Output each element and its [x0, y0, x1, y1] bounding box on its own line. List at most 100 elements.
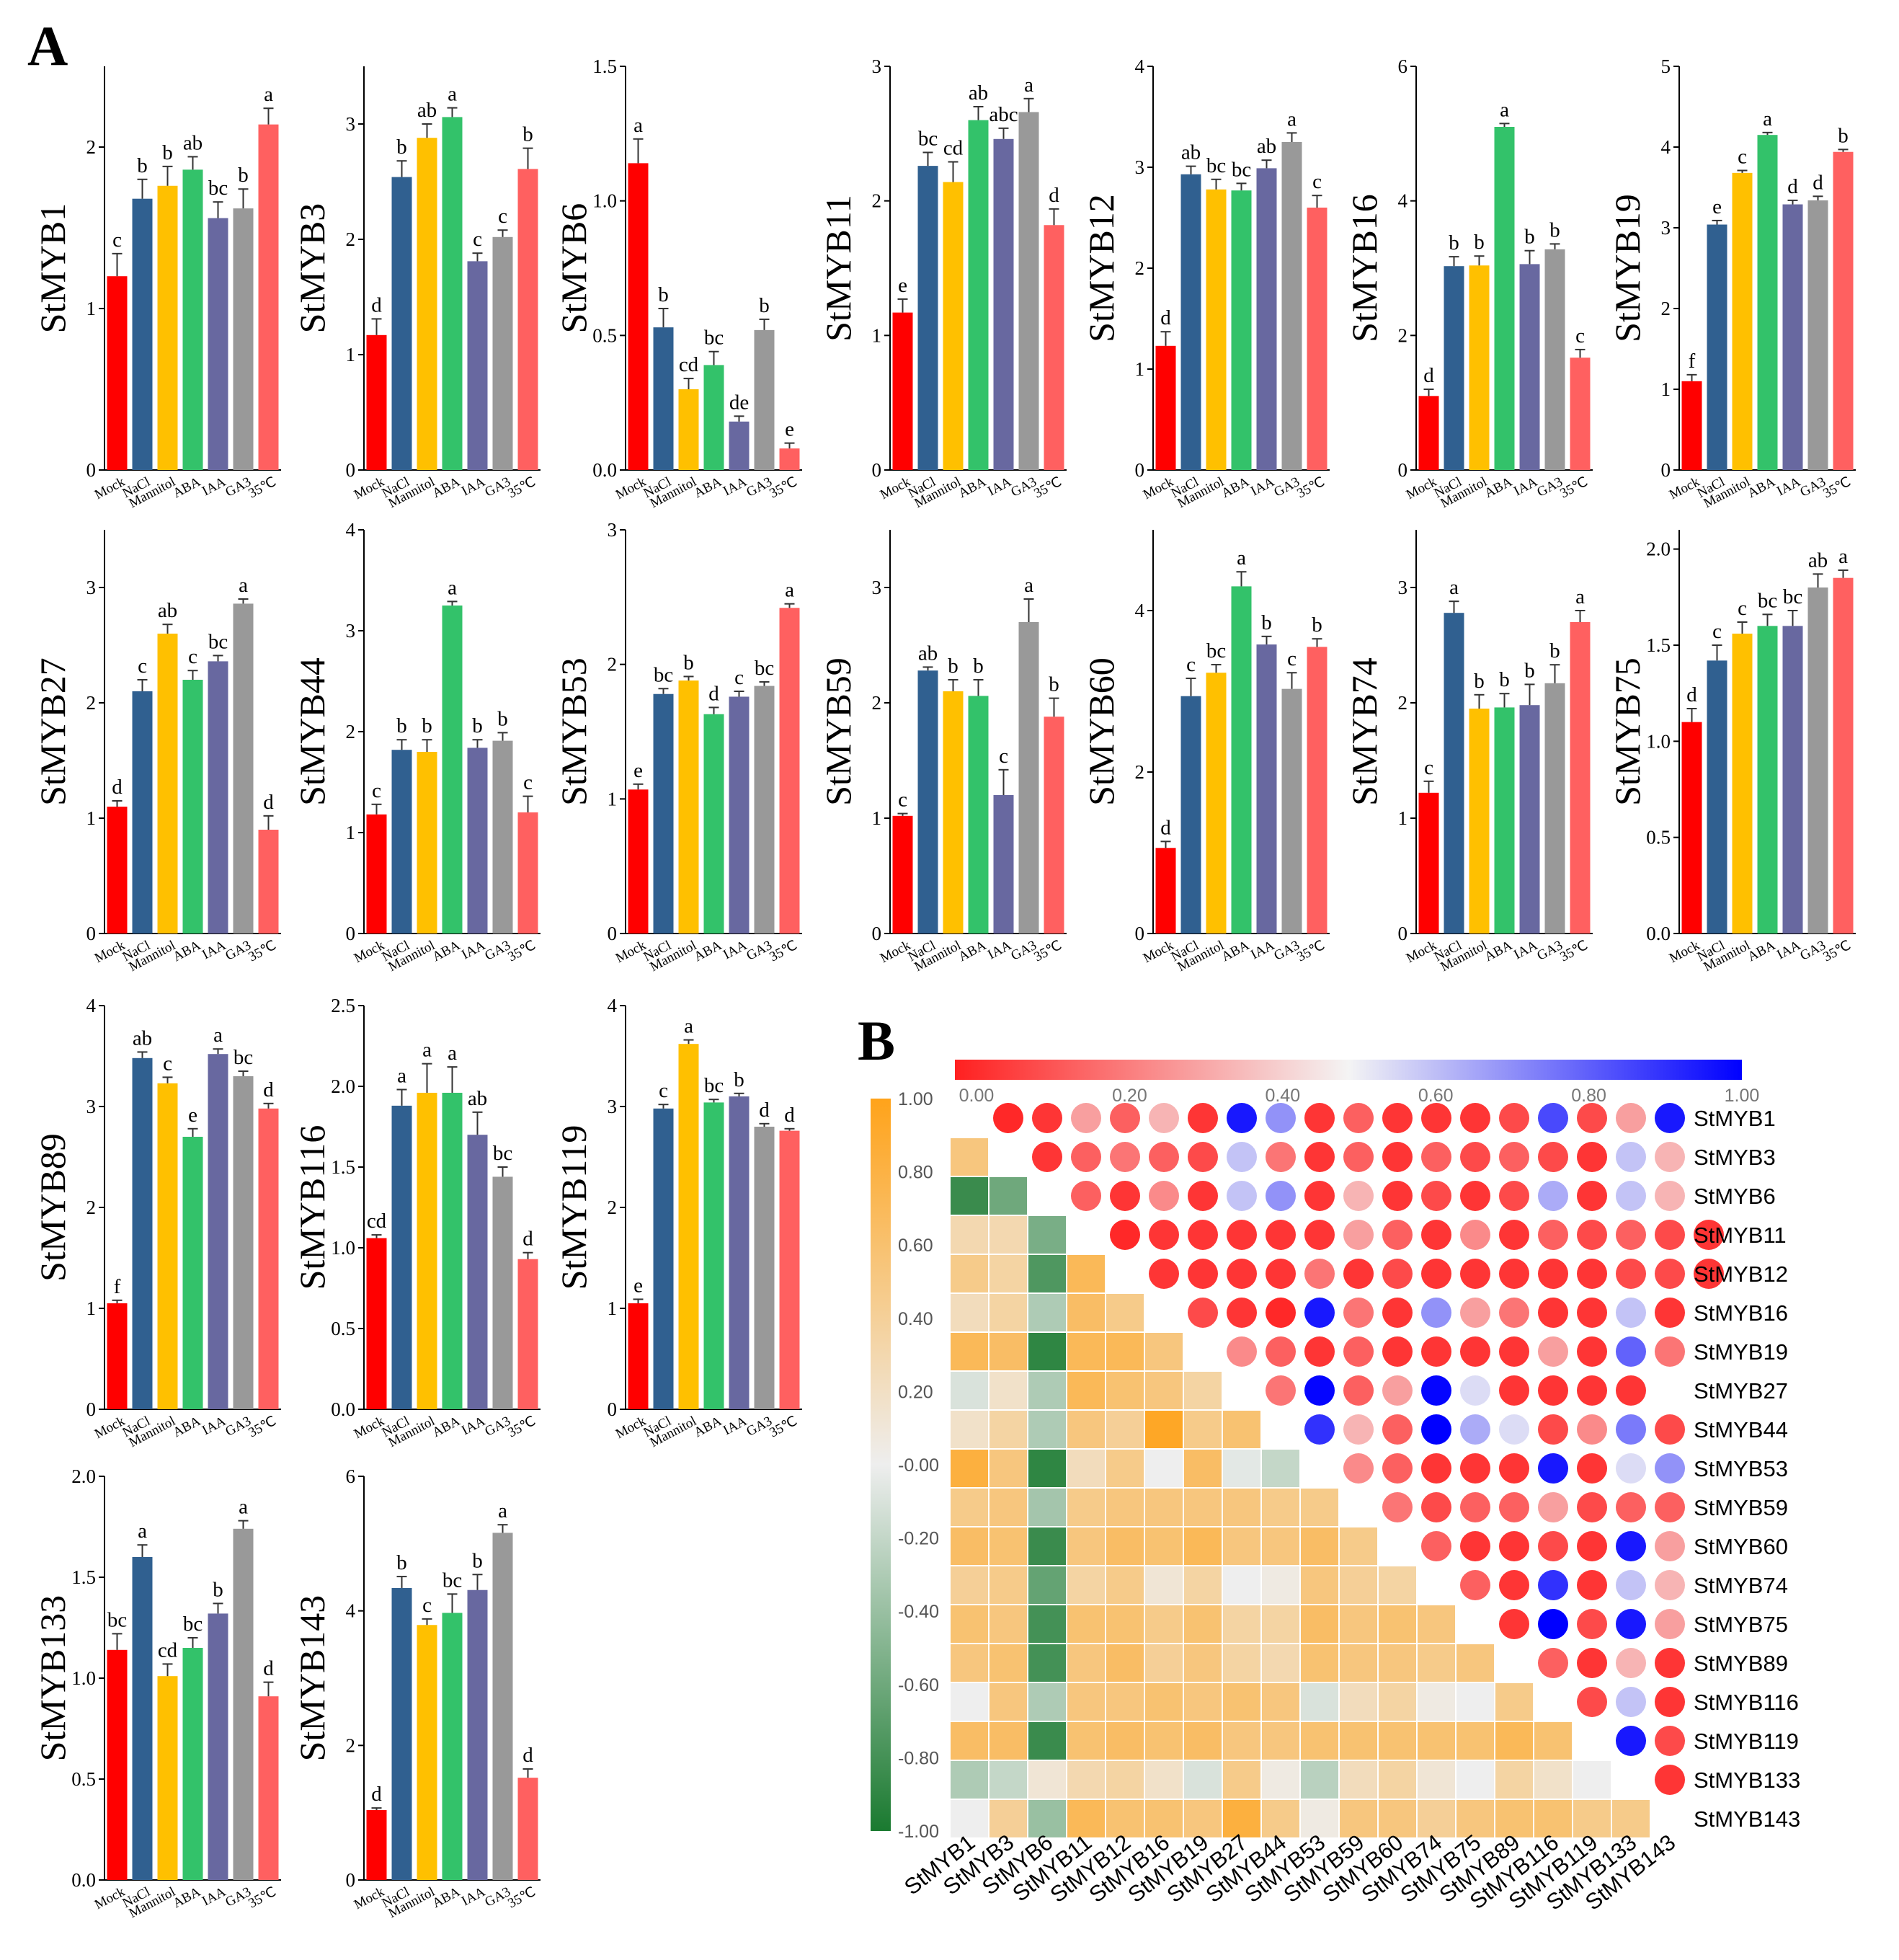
bar: [258, 1696, 279, 1880]
y-tick-label: 2: [608, 654, 618, 675]
heatmap-cell: [1183, 1721, 1223, 1761]
heatmap-cell: [1260, 1760, 1301, 1800]
correlation-circle: [1616, 1259, 1646, 1289]
bar: [653, 327, 674, 470]
y-tick-label: 1: [872, 807, 882, 829]
y-tick-label: 2: [346, 721, 356, 742]
bar: [182, 680, 203, 934]
bar: [628, 1303, 649, 1409]
heatmap-cell: [1533, 1760, 1573, 1800]
correlation-circle: [1616, 1336, 1646, 1367]
correlation-circle: [1655, 1259, 1685, 1289]
significance-letter: e: [633, 1274, 643, 1297]
correlation-circle: [1460, 1570, 1490, 1600]
heatmap-cell: [1027, 1565, 1067, 1605]
significance-letter: a: [1575, 585, 1585, 608]
bar-chart-stmyb89: 01234StMYB89fMockabNaClcMannitoleABAaIAA…: [32, 995, 281, 1450]
significance-letter: a: [1287, 107, 1297, 130]
y-axis-label: StMYB74: [1344, 657, 1384, 806]
y-tick-label: 0: [872, 459, 882, 481]
correlation-circle: [1304, 1336, 1335, 1367]
row-label: StMYB53: [1694, 1456, 1788, 1481]
y-tick-label: 3: [1398, 577, 1408, 598]
y-tick-label: 4: [86, 995, 97, 1016]
significance-letter: b: [683, 651, 694, 674]
row-label: StMYB19: [1694, 1339, 1788, 1365]
correlation-circle: [1227, 1103, 1257, 1133]
significance-letter: bc: [234, 1046, 253, 1069]
category-label: 35℃: [767, 938, 799, 965]
correlation-circle: [1227, 1220, 1257, 1250]
y-tick-label: 1: [86, 807, 97, 829]
bar: [366, 334, 387, 470]
heatmap-cell: [1144, 1565, 1184, 1605]
category-label: 35℃: [246, 474, 278, 501]
bar: [1782, 204, 1803, 470]
y-axis-label: StMYB11: [818, 195, 858, 342]
colorbar-tick-label: -0.20: [898, 1529, 939, 1549]
heatmap-cell: [1066, 1682, 1106, 1722]
significance-letter: a: [785, 579, 794, 602]
heatmap-cell: [988, 1215, 1028, 1255]
bar: [182, 1137, 203, 1409]
correlation-circle: [1304, 1142, 1335, 1172]
correlation-circle: [1499, 1142, 1529, 1172]
category-label: ABA: [1745, 938, 1779, 965]
bar: [1018, 112, 1039, 470]
correlation-circle: [1499, 1103, 1529, 1133]
category-label: ABA: [692, 938, 725, 965]
significance-letter: a: [213, 1024, 223, 1047]
significance-letter: ab: [133, 1026, 152, 1050]
bar: [1418, 396, 1439, 470]
y-tick-label: 4: [1135, 600, 1145, 621]
significance-letter: c: [523, 771, 533, 794]
y-axis-label: StMYB59: [818, 657, 858, 806]
y-tick-label: 1: [86, 1298, 97, 1319]
correlation-circle: [1188, 1220, 1218, 1250]
heatmap-cell: [1105, 1721, 1145, 1761]
bar: [1155, 345, 1176, 470]
significance-letter: abc: [989, 103, 1018, 126]
significance-letter: a: [1237, 546, 1246, 569]
heatmap-cell: [1299, 1682, 1340, 1722]
significance-letter: c: [1712, 620, 1722, 643]
heatmap-cell: [1222, 1448, 1262, 1489]
heatmap-cell: [1066, 1604, 1106, 1644]
significance-letter: c: [1287, 647, 1297, 670]
heatmap-cell: [1222, 1682, 1262, 1722]
heatmap-cell: [1299, 1760, 1340, 1800]
row-label: StMYB44: [1694, 1417, 1788, 1442]
significance-letter: ab: [1808, 549, 1828, 572]
y-tick-label: 1.5: [592, 56, 617, 77]
bar: [492, 1533, 513, 1880]
y-tick-label: 0: [1135, 459, 1145, 481]
y-tick-label: 5: [1661, 56, 1671, 77]
bar: [779, 1130, 800, 1409]
y-tick-label: 0: [872, 923, 882, 944]
heatmap-cell: [1377, 1565, 1418, 1605]
bar: [517, 1778, 538, 1880]
heatmap-cell: [949, 1448, 989, 1489]
significance-letter: b: [396, 136, 407, 159]
y-tick-label: 2: [1398, 324, 1408, 346]
y-tick-label: 4: [1135, 56, 1145, 77]
heatmap-cell: [1338, 1643, 1379, 1683]
bar: [1494, 127, 1515, 470]
correlation-circle: [1538, 1142, 1568, 1172]
y-tick-label: 0: [346, 459, 356, 481]
row-label: StMYB89: [1694, 1651, 1788, 1676]
correlation-circle: [1655, 1609, 1685, 1639]
heatmap-cell: [1066, 1643, 1106, 1683]
heatmap-cell: [1105, 1682, 1145, 1722]
bar: [1782, 626, 1803, 934]
heatmap-cell: [1338, 1604, 1379, 1644]
bar: [442, 1613, 463, 1880]
y-tick-label: 0.0: [331, 1398, 355, 1420]
heatmap-cell: [1027, 1448, 1067, 1489]
heatmap-cell: [1066, 1331, 1106, 1372]
significance-letter: ab: [969, 81, 988, 105]
bar: [391, 1105, 412, 1409]
